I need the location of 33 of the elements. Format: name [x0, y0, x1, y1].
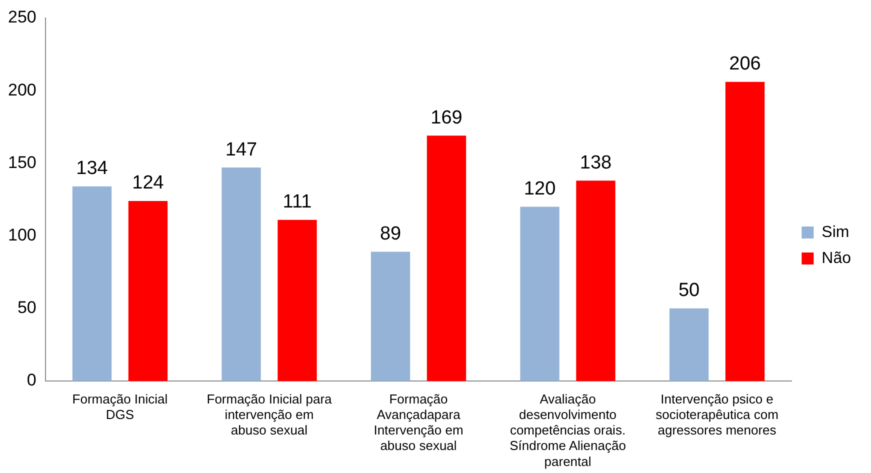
- legend-label: Não: [822, 250, 852, 267]
- bar: [426, 136, 466, 381]
- bar: [72, 186, 112, 381]
- x-tick-label: Formação Inicial DGS: [72, 391, 168, 422]
- legend-label: Sim: [822, 224, 850, 241]
- data-label: 111: [282, 192, 312, 213]
- y-tick-label: 0: [26, 370, 36, 390]
- bar: [278, 220, 317, 381]
- x-tick-label: Formação Avançadapara Intervenção em abuso sexual: [374, 391, 464, 454]
- x-tick-label: Formação Inicial para intervenção em abuso sexual: [206, 391, 333, 438]
- data-label: 134: [76, 158, 108, 180]
- y-tick-label: 200: [8, 80, 36, 100]
- bar: [725, 82, 765, 381]
- bar: [222, 168, 261, 381]
- bar: [128, 200, 168, 381]
- bar: [520, 206, 560, 381]
- data-label: 206: [729, 54, 761, 75]
- bar: [669, 308, 709, 381]
- data-label: 169: [430, 107, 462, 128]
- data-label: 89: [380, 224, 402, 245]
- y-tick-label: 250: [8, 8, 36, 27]
- y-tick-label: 150: [8, 152, 36, 172]
- bar: [576, 180, 616, 381]
- x-tick-label: Avaliação desenvolvimento competências orais. Síndrome Alienação parental: [510, 391, 626, 469]
- data-label: 138: [580, 152, 612, 174]
- bar: [370, 252, 410, 381]
- x-tick-label: Intervenção psico e socioterapêutica com agressores menores: [656, 391, 778, 438]
- data-label: 147: [225, 139, 258, 160]
- data-label: 120: [524, 178, 556, 200]
- data-label: 124: [132, 172, 164, 194]
- y-tick-label: 50: [17, 298, 36, 318]
- y-tick-label: 100: [8, 225, 36, 244]
- data-label: 50: [678, 280, 700, 302]
